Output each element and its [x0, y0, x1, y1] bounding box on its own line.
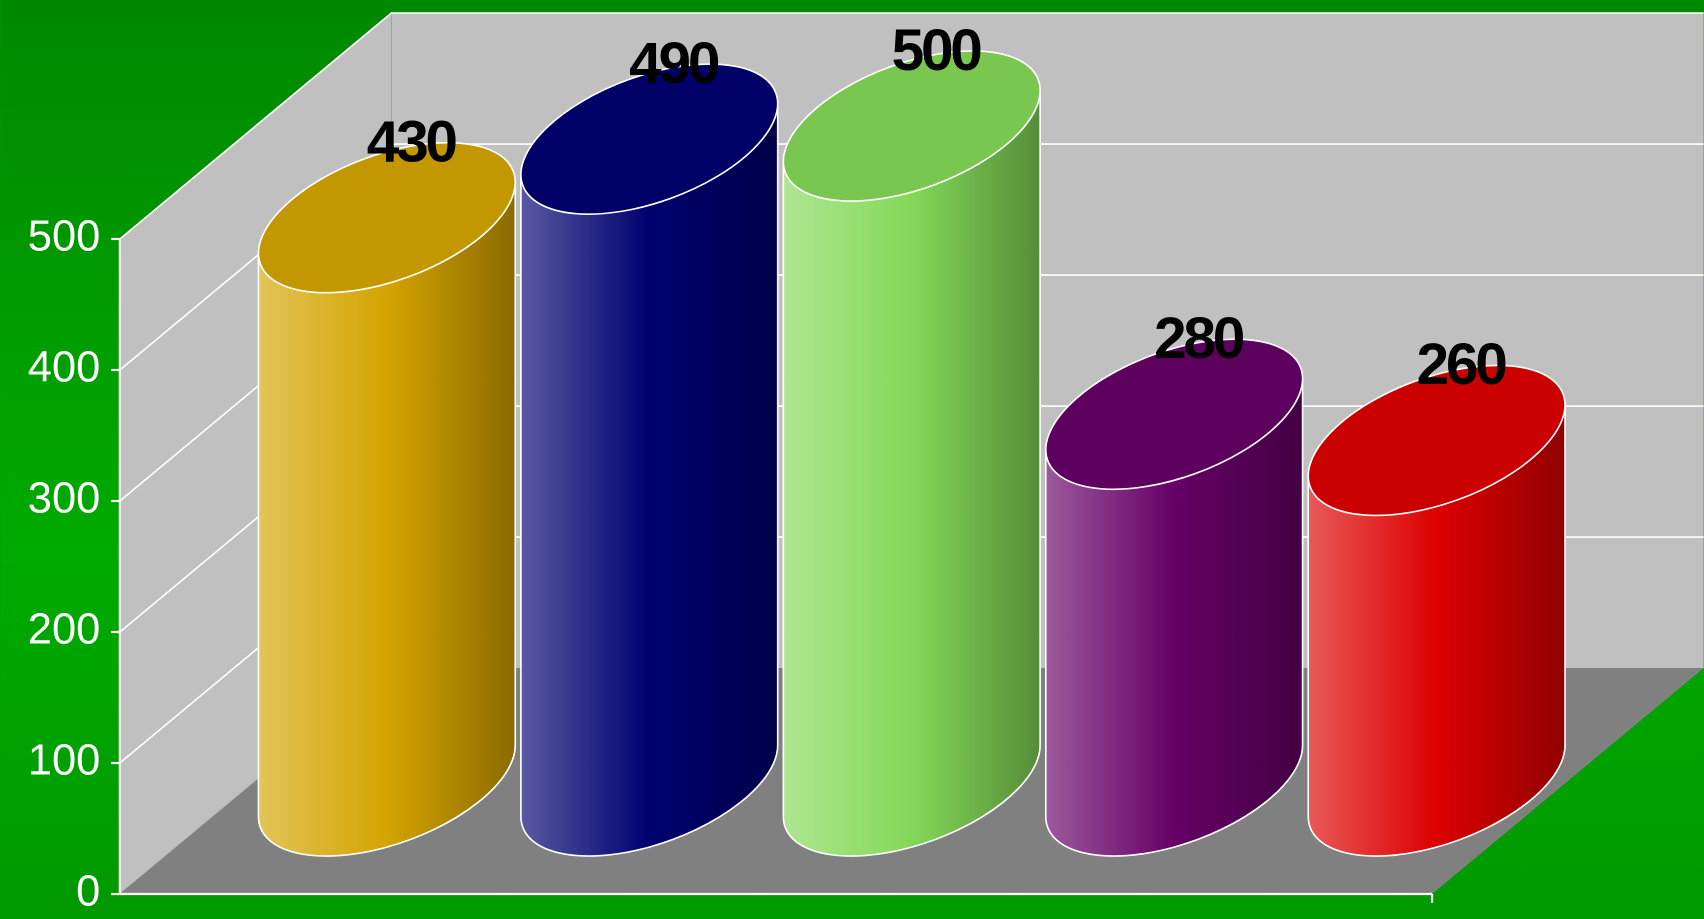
bar	[782, 89, 1041, 857]
bar	[257, 181, 517, 857]
y-tick-label: 0	[76, 867, 100, 915]
bar-top	[782, 50, 1041, 202]
bar-top	[1307, 364, 1566, 517]
bar	[1044, 377, 1304, 857]
value-label: 430	[367, 110, 457, 175]
y-tick-label: 200	[28, 605, 100, 653]
value-label: 280	[1154, 306, 1244, 371]
y-tick-label: 400	[28, 343, 100, 391]
bar	[520, 102, 779, 857]
bar	[1307, 403, 1566, 857]
labels: 0 100 200 300 400 500 430 490 500 280 260	[28, 18, 1510, 916]
value-label: 500	[892, 18, 982, 83]
value-label: 260	[1416, 332, 1506, 397]
y-tick-label: 100	[28, 736, 100, 784]
grid-line	[119, 12, 1704, 240]
grid-line	[119, 143, 1704, 371]
value-label: 490	[629, 31, 719, 96]
bar-top	[257, 141, 517, 294]
y-tick-label: 500	[28, 212, 100, 260]
bar-top	[520, 63, 779, 215]
y-tick-label: 300	[28, 474, 100, 522]
bars	[257, 50, 1566, 857]
bar-top	[1044, 338, 1304, 491]
